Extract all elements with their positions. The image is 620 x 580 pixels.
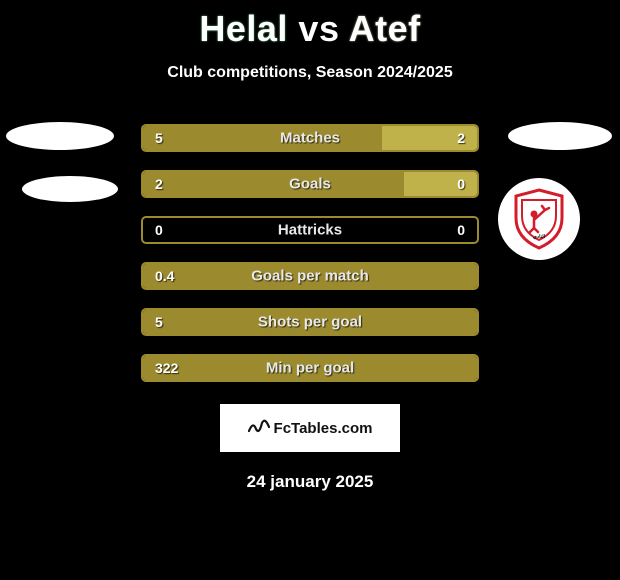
stat-value-left: 0 <box>155 222 163 238</box>
player1-club-placeholder-2 <box>22 176 118 202</box>
stat-label: Matches <box>280 130 340 147</box>
fill-left <box>143 126 382 150</box>
brand-text: FcTables.com <box>274 420 373 437</box>
stat-label: Goals per match <box>251 268 369 285</box>
stat-row: 0 Hattricks 0 <box>141 216 479 244</box>
player2-name: Atef <box>349 8 421 49</box>
date: 24 january 2025 <box>0 472 620 492</box>
stat-value-left: 0.4 <box>155 268 174 284</box>
stat-row: 5 Shots per goal <box>141 308 479 336</box>
fill-right <box>404 172 477 196</box>
stat-value-left: 5 <box>155 314 163 330</box>
stat-row: 0.4 Goals per match <box>141 262 479 290</box>
club-logo: النادي <box>498 178 580 260</box>
stat-value-left: 5 <box>155 130 163 146</box>
stat-row: 2 Goals 0 <box>141 170 479 198</box>
stat-value-left: 322 <box>155 360 178 376</box>
stat-value-left: 2 <box>155 176 163 192</box>
stat-label: Min per goal <box>266 360 354 377</box>
stat-label: Goals <box>289 176 331 193</box>
fctables-brand: FcTables.com <box>220 404 400 452</box>
signature-icon <box>248 417 270 440</box>
stat-value-right: 0 <box>457 176 465 192</box>
comparison-title: Helal vs Atef <box>0 0 620 50</box>
stat-row: 322 Min per goal <box>141 354 479 382</box>
stat-label: Hattricks <box>278 222 342 239</box>
stat-value-right: 2 <box>457 130 465 146</box>
player2-club-placeholder <box>508 122 612 150</box>
fill-left <box>143 172 404 196</box>
svg-text:النادي: النادي <box>533 234 546 240</box>
subtitle: Club competitions, Season 2024/2025 <box>0 64 620 82</box>
stat-label: Shots per goal <box>258 314 362 331</box>
player1-club-placeholder-1 <box>6 122 114 150</box>
shield-icon: النادي <box>512 188 566 250</box>
player1-name: Helal <box>199 8 288 49</box>
vs-label: vs <box>298 8 339 49</box>
stat-row: 5 Matches 2 <box>141 124 479 152</box>
stat-value-right: 0 <box>457 222 465 238</box>
